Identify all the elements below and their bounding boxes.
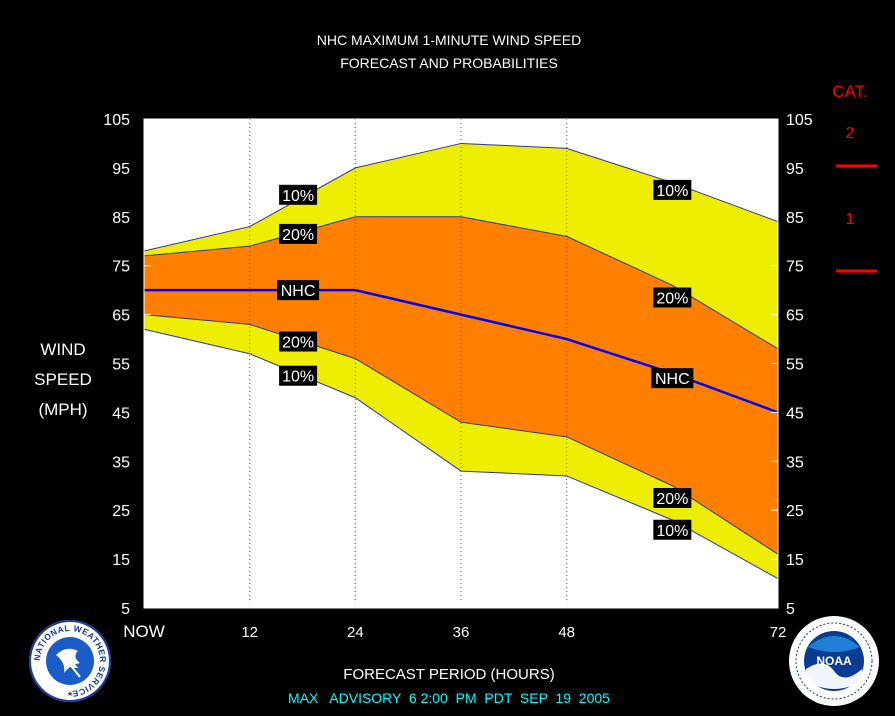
y-tick-label-right: 5: [786, 601, 795, 618]
y-axis-right: 5 15 25 35 45 55 65 75 85 95 105: [771, 112, 813, 618]
band-annotations: 10% 20% NHC 20% 10% 10% 20% NHC 20% 10%: [277, 179, 694, 540]
annotation-label: 10%: [282, 369, 314, 386]
advisory-text: MAX ADVISORY 6 2:00 PM PDT SEP 19 2005: [288, 690, 610, 706]
y-tick-label-left: 85: [112, 210, 130, 227]
y-tick-label-right: 85: [786, 210, 804, 227]
y-tick-label-left: 45: [112, 405, 130, 422]
category-legend: CAT. 2 1: [832, 82, 877, 273]
y-tick-label-right: 105: [786, 112, 813, 129]
x-tick-label: NOW: [123, 622, 165, 641]
annotation-label: NHC: [281, 283, 316, 300]
y-axis-label-line2: SPEED: [34, 370, 92, 389]
nws-logo-border: [29, 620, 111, 702]
y-tick-label-left: 95: [112, 161, 130, 178]
y-axis-label-line1: WIND: [40, 340, 85, 359]
x-axis: NOW 12 24 36 48 72: [123, 601, 786, 641]
y-tick-label-left: 55: [112, 357, 130, 374]
annotation-label: 10%: [282, 188, 314, 205]
series-line-upper-20: [143, 216, 779, 350]
category-label-1: 1: [846, 211, 855, 228]
annotation-box: [653, 487, 692, 508]
y-axis-label-line3: (MPH): [38, 400, 87, 419]
annotation-label: NHC: [655, 371, 690, 388]
grid-lines: [249, 119, 568, 608]
x-tick-label: 36: [453, 624, 470, 641]
annotation-box: [651, 368, 694, 389]
y-tick-label-right: 65: [786, 308, 804, 325]
cloud-icon: [56, 648, 80, 673]
annotation-box: [279, 331, 318, 352]
plot-border: [143, 118, 779, 609]
annotation-label: 20%: [656, 290, 688, 307]
y-tick-label-right: 95: [786, 161, 804, 178]
lightning-bolt-icon: [67, 658, 81, 678]
x-axis-label: FORECAST PERIOD (HOURS): [343, 666, 554, 683]
annotation-label: 10%: [656, 523, 688, 540]
band-20-percent: [144, 216, 778, 555]
noaa-logo-text: NOAA: [816, 654, 852, 668]
x-tick-label: 72: [770, 624, 787, 641]
x-tick-label: 48: [558, 624, 575, 641]
annotation-box: [279, 223, 318, 244]
annotation-label: 20%: [282, 334, 314, 351]
category-label-2: 2: [846, 125, 855, 142]
y-tick-label-right: 75: [786, 259, 804, 276]
chart-title-line2: FORECAST AND PROBABILITIES: [340, 55, 558, 71]
noaa-logo: NOAA: [789, 616, 879, 706]
wave-icon: [806, 663, 862, 689]
series-line-lower-20: [143, 314, 779, 555]
y-tick-label-left: 105: [103, 112, 130, 129]
y-tick-label-left: 75: [112, 259, 130, 276]
annotation-box: [653, 287, 692, 308]
y-tick-label-left: 5: [121, 601, 130, 618]
x-tick-label: 24: [347, 624, 364, 641]
bird-icon: [808, 636, 860, 652]
y-axis-left: 5 15 25 35 45 55 65 75 85 95 105: [103, 112, 151, 618]
y-tick-label-left: 65: [112, 308, 130, 325]
star-icon: ★: [67, 690, 73, 698]
nws-logo: NATIONAL WEATHER SERVICE ★: [29, 620, 111, 702]
annotation-box: [653, 179, 692, 200]
y-tick-label-right: 45: [786, 405, 804, 422]
y-tick-label-left: 25: [112, 503, 130, 520]
annotation-label: 10%: [656, 183, 688, 200]
annotation-box: [277, 280, 320, 301]
y-tick-label-right: 35: [786, 454, 804, 471]
annotation-label: 20%: [656, 491, 688, 508]
annotation-box: [279, 365, 318, 386]
y-tick-label-left: 35: [112, 454, 130, 471]
y-tick-label-right: 25: [786, 503, 804, 520]
y-tick-label-left: 15: [112, 552, 130, 569]
annotation-box: [653, 519, 692, 540]
y-tick-label-right: 15: [786, 552, 804, 569]
x-tick-label: 12: [241, 624, 258, 641]
noaa-logo-ring: [795, 622, 873, 700]
y-tick-label-right: 55: [786, 357, 804, 374]
annotation-box: [279, 184, 318, 205]
annotation-label: 20%: [282, 227, 314, 244]
chart-title-line1: NHC MAXIMUM 1-MINUTE WIND SPEED: [317, 32, 581, 48]
category-header: CAT.: [832, 82, 868, 101]
probability-bands: [144, 143, 778, 579]
